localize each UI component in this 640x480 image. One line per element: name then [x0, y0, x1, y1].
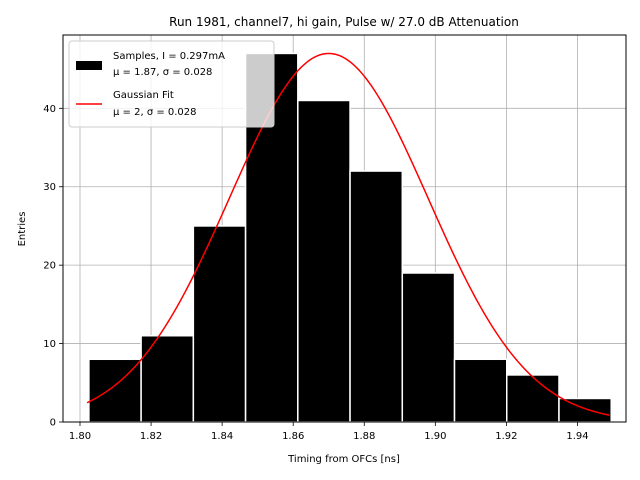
legend-samples-line2: μ = 1.87, σ = 0.028: [113, 67, 212, 78]
y-axis-title: Entries: [17, 212, 28, 247]
x-tick-label: 1.82: [140, 431, 162, 442]
y-tick-label: 10: [43, 339, 56, 350]
x-tick-label: 1.92: [495, 431, 517, 442]
histogram-bar: [140, 334, 195, 423]
y-tick-label: 40: [43, 104, 56, 115]
legend-fit-line1: Gaussian Fit: [113, 90, 174, 101]
legend-fit-line2: μ = 2, σ = 0.028: [113, 107, 197, 118]
y-axis-ticks: 0 10 20 30 40: [43, 104, 63, 429]
gaussian-fit-line: [86, 52, 610, 416]
x-tick-label: 1.94: [566, 431, 588, 442]
y-tick-label: 0: [50, 418, 56, 429]
histogram-bar: [192, 225, 247, 423]
histogram-bar: [349, 170, 404, 423]
x-axis-ticks: 1.80 1.82 1.84 1.86 1.88 1.90 1.92 1.94: [69, 422, 589, 442]
histogram-bar: [506, 374, 560, 423]
x-tick-label: 1.84: [211, 431, 233, 442]
x-tick-label: 1.86: [282, 431, 304, 442]
plot-frame: [62, 34, 627, 423]
legend: Samples, I = 0.297mA μ = 1.87, σ = 0.028…: [68, 40, 275, 128]
y-tick-label: 30: [43, 182, 56, 193]
x-tick-label: 1.90: [424, 431, 446, 442]
x-tick-label: 1.88: [353, 431, 375, 442]
histogram-bar: [401, 272, 456, 423]
y-tick-label: 20: [43, 261, 56, 272]
histogram-bar: [297, 99, 351, 423]
x-axis-title: Timing from OFCs [ns]: [287, 454, 400, 465]
legend-samples-swatch: [76, 61, 102, 70]
chart-title: Run 1981, channel7, hi gain, Pulse w/ 27…: [169, 15, 519, 29]
histogram-bar: [453, 358, 508, 423]
x-tick-label: 1.80: [69, 431, 91, 442]
legend-samples-line1: Samples, I = 0.297mA: [113, 51, 225, 62]
histogram-bar: [558, 397, 612, 423]
legend-box: [68, 40, 275, 128]
